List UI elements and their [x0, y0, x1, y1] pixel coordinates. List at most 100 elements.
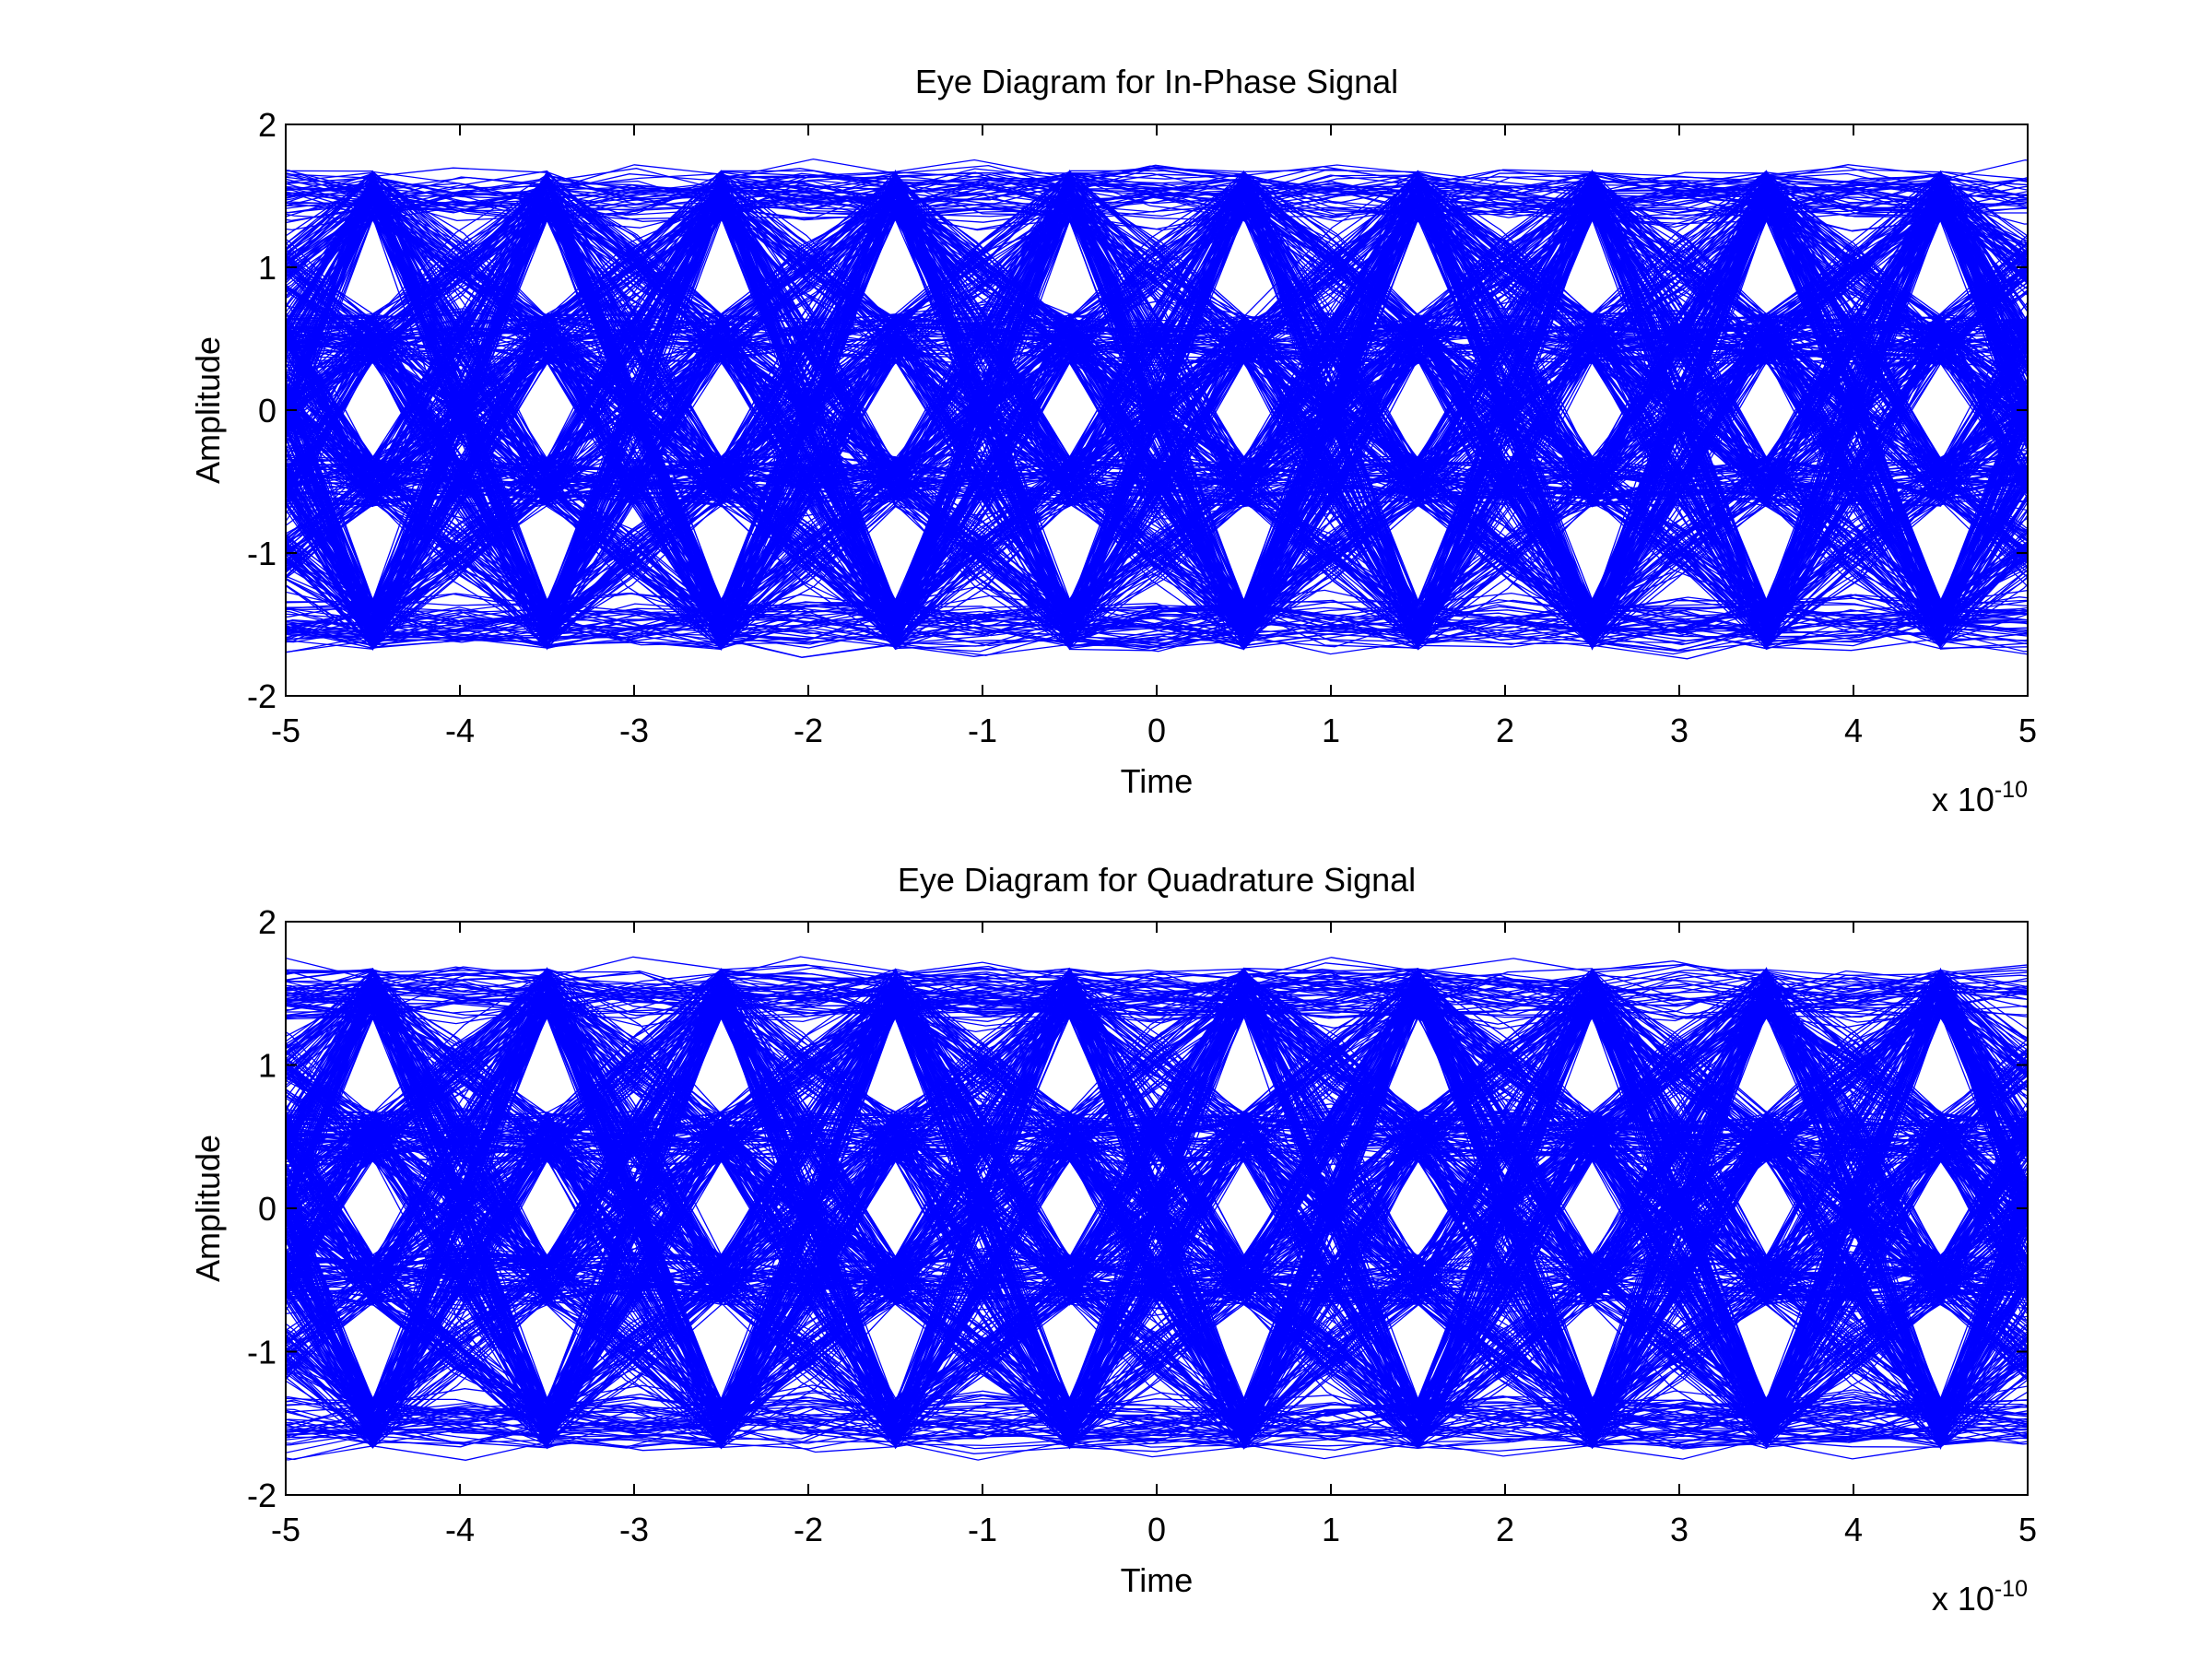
quadrature-trace: [286, 985, 2028, 1450]
quadrature-xtick-label: -4: [445, 1511, 475, 1548]
inphase-trace: [286, 178, 2028, 641]
quadrature-xtick-label: 1: [1322, 1511, 1340, 1548]
inphase-trace: [286, 182, 2028, 641]
inphase-xtick-label: -1: [968, 712, 997, 749]
inphase-trace: [286, 173, 2028, 629]
inphase-traces: [286, 158, 2028, 660]
quadrature-trace: [286, 979, 2028, 1428]
quadrature-subplot: Eye Diagram for Quadrature Signal -5 -4 -3…: [189, 861, 2037, 1618]
quadrature-trace: [286, 967, 2028, 1435]
quadrature-trace: [286, 995, 2028, 1400]
inphase-trace: [286, 171, 2028, 624]
quadrature-trace: [286, 979, 2028, 1432]
quadrature-trace: [286, 970, 2028, 1450]
quadrature-ylabel: Amplitude: [189, 1135, 227, 1282]
quadrature-trace: [286, 992, 2028, 1448]
quadrature-xtick-label: 0: [1147, 1511, 1166, 1548]
quadrature-trace: [286, 962, 2028, 1425]
quadrature-trace: [286, 984, 2028, 1432]
inphase-trace: [286, 171, 2028, 644]
inphase-trace: [286, 174, 2028, 646]
inphase-xtick-label: 5: [2018, 712, 2037, 749]
quadrature-trace: [286, 979, 2028, 1435]
quadrature-xtick-label: 3: [1670, 1511, 1688, 1548]
quadrature-trace: [286, 973, 2028, 1438]
inphase-trace: [286, 187, 2028, 647]
quadrature-xtick-label: -1: [968, 1511, 997, 1548]
quadrature-trace: [286, 971, 2028, 1438]
inphase-trace: [286, 184, 2028, 650]
quadrature-x-multiplier: x 10-10: [1932, 1576, 2028, 1618]
inphase-trace: [286, 164, 2028, 631]
quadrature-trace: [286, 994, 2028, 1410]
quadrature-xtick-label: 5: [2018, 1511, 2037, 1548]
quadrature-xtick-label: 2: [1496, 1511, 1514, 1548]
quadrature-trace: [286, 1119, 2028, 1444]
quadrature-trace: [286, 971, 2028, 1431]
quadrature-trace: [286, 1010, 2028, 1445]
inphase-trace: [286, 179, 2028, 641]
inphase-trace: [286, 176, 2028, 498]
inphase-trace: [286, 194, 2028, 644]
inphase-trace: [286, 189, 2028, 633]
inphase-trace: [286, 209, 2028, 504]
inphase-xtick-label: 0: [1147, 712, 1166, 749]
quadrature-trace: [286, 990, 2028, 1438]
inphase-trace: [286, 194, 2028, 644]
inphase-ytick-label: -2: [247, 677, 276, 715]
inphase-trace: [286, 317, 2028, 650]
inphase-trace: [286, 180, 2028, 630]
inphase-trace: [286, 172, 2028, 623]
inphase-trace: [286, 180, 2028, 626]
quadrature-trace: [286, 968, 2028, 1439]
inphase-ylabel: Amplitude: [189, 336, 227, 484]
inphase-trace: [286, 195, 2028, 618]
inphase-trace: [286, 177, 2028, 628]
quadrature-trace: [286, 983, 2028, 1413]
inphase-trace: [286, 172, 2028, 642]
quadrature-trace: [286, 1016, 2028, 1440]
quadrature-trace: [286, 982, 2028, 1434]
quadrature-trace: [286, 969, 2028, 1407]
quadrature-x-multiplier-exponent: -10: [1994, 1576, 2028, 1602]
quadrature-traces: [286, 956, 2028, 1461]
quadrature-ytick-label: 2: [258, 903, 276, 941]
inphase-trace: [286, 208, 2028, 620]
inphase-trace: [286, 182, 2028, 625]
inphase-trace: [286, 167, 2028, 623]
quadrature-trace: [286, 971, 2028, 1427]
inphase-trace: [286, 196, 2028, 641]
quadrature-trace: [286, 975, 2028, 1442]
inphase-trace: [286, 182, 2028, 624]
inphase-x-multiplier-exponent: -10: [1994, 777, 2028, 803]
quadrature-trace: [286, 1001, 2028, 1446]
inphase-trace: [286, 169, 2028, 629]
quadrature-trace: [286, 968, 2028, 1300]
quadrature-trace: [286, 967, 2028, 1434]
inphase-trace: [286, 174, 2028, 641]
inphase-x-multiplier: x 10-10: [1932, 777, 2028, 818]
inphase-trace: [286, 173, 2028, 637]
inphase-trace: [286, 340, 2028, 635]
quadrature-trace: [286, 982, 2028, 1410]
quadrature-xtick-label: -3: [619, 1511, 649, 1548]
inphase-trace: [286, 186, 2028, 650]
quadrature-trace: [286, 989, 2028, 1448]
quadrature-trace: [286, 975, 2028, 1447]
quadrature-yticks: -2 -1 0 1 2: [247, 903, 2028, 1514]
quadrature-trace: [286, 967, 2028, 1438]
inphase-trace: [286, 176, 2028, 647]
inphase-trace: [286, 207, 2028, 623]
inphase-trace: [286, 186, 2028, 638]
inphase-trace: [286, 203, 2028, 636]
inphase-trace: [286, 182, 2028, 645]
quadrature-ytick-label: -2: [247, 1477, 276, 1514]
inphase-ytick-label: 1: [258, 249, 276, 287]
inphase-xtick-label: 2: [1496, 712, 1514, 749]
quadrature-trace: [286, 1130, 2028, 1446]
inphase-trace: [286, 199, 2028, 624]
quadrature-trace: [286, 989, 2028, 1415]
quadrature-trace: [286, 969, 2028, 1441]
inphase-trace: [286, 173, 2028, 631]
inphase-ytick-label: -1: [247, 535, 276, 572]
